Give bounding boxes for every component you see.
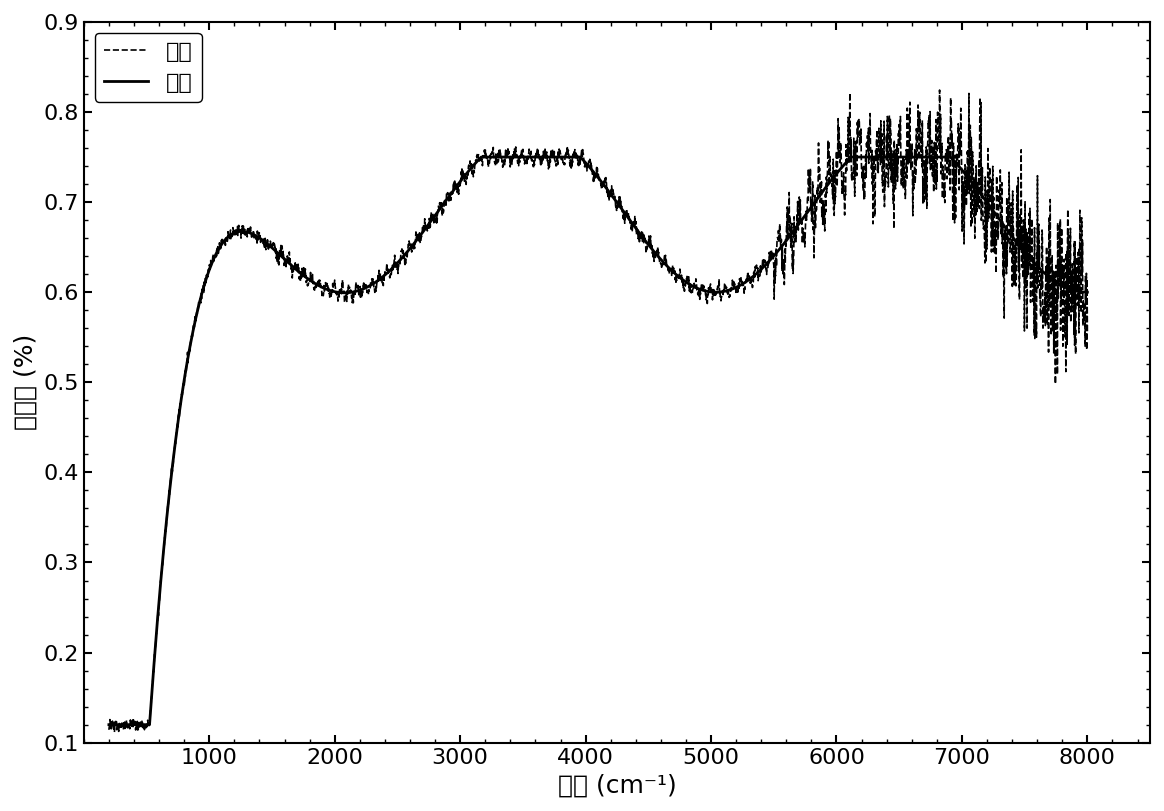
Line: 计算: 计算: [109, 157, 1087, 725]
X-axis label: 波数 (cm⁻¹): 波数 (cm⁻¹): [558, 773, 676, 797]
计算: [475, 152, 489, 162]
计算: [552, 152, 566, 162]
测量: [957, 203, 971, 212]
计算: [1052, 279, 1066, 289]
Legend: 测量, 计算: 测量, 计算: [95, 33, 201, 102]
计算: [151, 599, 165, 608]
测量: [1080, 328, 1094, 337]
测量: [1062, 268, 1076, 277]
计算: [873, 152, 887, 162]
计算: [1052, 279, 1066, 289]
测量: [520, 161, 534, 170]
Line: 测量: 测量: [109, 90, 1087, 732]
计算: [579, 157, 592, 167]
测量: [214, 238, 228, 247]
测量: [932, 85, 946, 95]
计算: [102, 720, 116, 730]
测量: [107, 727, 121, 737]
测量: [102, 725, 116, 735]
Y-axis label: 透射率 (%): 透射率 (%): [14, 334, 38, 431]
计算: [1080, 287, 1094, 297]
测量: [477, 145, 491, 155]
测量: [272, 260, 286, 270]
